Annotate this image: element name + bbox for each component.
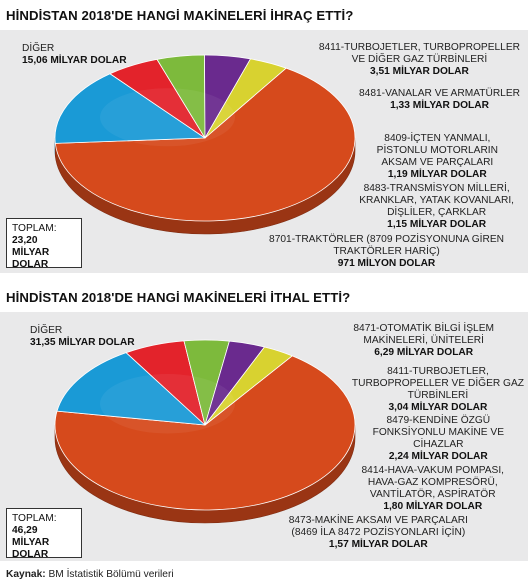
import-chart-panel: DİĞER 31,35 MİLYAR DOLAR 8471-OTOMATİK B…	[0, 312, 528, 561]
import-pie-chart	[54, 339, 356, 524]
slice-name-line: 8471-OTOMATİK BİLGİ İŞLEM	[353, 323, 494, 334]
slice-value: 1,57 MİLYAR DOLAR	[328, 539, 428, 550]
slice-name: DİĞER	[30, 325, 63, 336]
total-label: TOPLAM:	[12, 223, 57, 234]
export-slice-1	[54, 73, 206, 144]
total-value-line: DOLAR	[12, 549, 49, 560]
slice-name-line: AKSAM VE PARÇALARI	[381, 157, 494, 168]
export-total-box: TOPLAM: 23,20 MİLYAR DOLAR	[6, 218, 82, 270]
slice-value: 6,29 MİLYAR DOLAR	[374, 347, 474, 358]
total-label: TOPLAM:	[12, 513, 57, 524]
import-slice-5	[204, 346, 293, 426]
slice-name-line: 8701-TRAKTÖRLER (8709 POZİSYONUNA GİREN	[269, 234, 504, 245]
slice-name-line: KRANKLAR, YATAK KOVANLARI,	[359, 195, 514, 206]
slice-name-line: (8469 İLA 8472 POZİSYONLARI İÇİN)	[291, 527, 466, 538]
export-label-8409: 8409-İÇTEN YANMALI, PİSTONLU MOTORLARIN …	[377, 133, 498, 181]
export-label-other: DİĞER 15,06 MİLYAR DOLAR	[22, 43, 127, 67]
slice-name-line: 8473-MAKİNE AKSAM VE PARÇALARI	[288, 515, 468, 526]
total-value-line: 46,29 MİLYAR	[12, 525, 50, 548]
slice-value: 3,04 MİLYAR DOLAR	[388, 402, 488, 413]
slice-value: 3,51 MİLYAR DOLAR	[369, 66, 469, 77]
export-label-8483: 8483-TRANSMİSYON MİLLERİ, KRANKLAR, YATA…	[359, 183, 514, 231]
export-slice-0	[54, 67, 356, 222]
source-note: Kaynak: BM İstatistik Bölümü verileri	[6, 569, 174, 580]
slice-name-line: MAKİNELERİ, ÜNİTELERİ	[363, 335, 484, 346]
slice-name-line: 8414-HAVA-VAKUM POMPASI,	[361, 465, 504, 476]
slice-name-line: 8411-TURBOJETLER,	[387, 366, 489, 377]
chart-title-import: HİNDİSTAN 2018'DE HANGİ MAKİNELERİ İTHAL…	[6, 290, 351, 305]
slice-name: DİĞER	[22, 43, 55, 54]
slice-name-line: HAVA-GAZ KOMPRESÖRÜ,	[367, 477, 498, 488]
slice-value: 971 MİLYON DOLAR	[337, 258, 436, 269]
slice-name-line: CİHAZLAR	[413, 439, 464, 450]
source-text: BM İstatistik Bölümü verileri	[48, 569, 174, 580]
slice-value: 1,80 MİLYAR DOLAR	[383, 501, 483, 512]
import-highlight	[100, 374, 235, 434]
total-value-line: 23,20 MİLYAR	[12, 235, 50, 258]
total-value-line: DOLAR	[12, 259, 49, 270]
chart-title-export: HİNDİSTAN 2018'DE HANGİ MAKİNELERİ İHRAÇ…	[6, 8, 354, 23]
import-total-box: TOPLAM: 46,29 MİLYAR DOLAR	[6, 508, 82, 560]
import-label-8414: 8414-HAVA-VAKUM POMPASI, HAVA-GAZ KOMPRE…	[362, 465, 504, 513]
import-label-other: DİĞER 31,35 MİLYAR DOLAR	[30, 325, 135, 349]
slice-name-line: VE DİĞER GAZ TÜRBİNLERİ	[351, 54, 488, 65]
slice-value: 31,35 MİLYAR DOLAR	[30, 337, 135, 348]
slice-name-line: 8483-TRANSMİSYON MİLLERİ,	[363, 183, 510, 194]
slice-name-line: 8411-TURBOJETLER, TURBOPROPELLER	[318, 42, 520, 53]
slice-name-line: PİSTONLU MOTORLARIN	[376, 145, 498, 156]
slice-name-line: VANTİLATÖR, ASPİRATÖR	[369, 489, 496, 500]
slice-name-line: DİŞLİLER, ÇARKLAR	[387, 207, 487, 218]
slice-name-line: 8409-İÇTEN YANMALI,	[384, 133, 491, 144]
slice-name-line: 8479-KENDİNE ÖZGÜ	[386, 415, 491, 426]
import-label-8473: 8473-MAKİNE AKSAM VE PARÇALARI (8469 İLA…	[289, 515, 468, 551]
slice-name-line: FONKSİYONLU MAKİNE VE	[372, 427, 504, 438]
slice-value: 15,06 MİLYAR DOLAR	[22, 55, 127, 66]
slice-name-line: 8481-VANALAR VE ARMATÜRLER	[359, 88, 520, 99]
slice-value: 1,19 MİLYAR DOLAR	[387, 169, 487, 180]
import-label-8479: 8479-KENDİNE ÖZGÜ FONKSİYONLU MAKİNE VE …	[373, 415, 504, 463]
slice-name-line: TRAKTÖRLER HARİÇ)	[333, 246, 440, 257]
export-slice-5	[204, 58, 287, 139]
import-slice-0	[54, 355, 356, 511]
export-chart-panel: DİĞER 15,06 MİLYAR DOLAR 8411-TURBOJETLE…	[0, 30, 528, 273]
import-label-8411: 8411-TURBOJETLER, TURBOPROPELLER VE DİĞE…	[352, 366, 524, 414]
export-pie-chart	[54, 54, 356, 235]
slice-name-line: TÜRBİNLERİ	[407, 390, 469, 401]
slice-value: 2,24 MİLYAR DOLAR	[388, 451, 488, 462]
export-label-8701: 8701-TRAKTÖRLER (8709 POZİSYONUNA GİREN …	[269, 234, 504, 270]
slice-value: 1,15 MİLYAR DOLAR	[387, 219, 487, 230]
export-highlight	[100, 88, 235, 147]
slice-value: 1,33 MİLYAR DOLAR	[390, 100, 489, 111]
import-label-8471: 8471-OTOMATİK BİLGİ İŞLEM MAKİNELERİ, ÜN…	[353, 323, 494, 359]
export-label-8411: 8411-TURBOJETLER, TURBOPROPELLER VE DİĞE…	[319, 42, 520, 78]
slice-name-line: TURBOPROPELLER VE DİĞER GAZ	[351, 378, 524, 389]
export-label-8481: 8481-VANALAR VE ARMATÜRLER 1,33 MİLYAR D…	[359, 88, 520, 112]
import-slice-1	[56, 352, 206, 426]
source-label: Kaynak:	[6, 569, 46, 580]
